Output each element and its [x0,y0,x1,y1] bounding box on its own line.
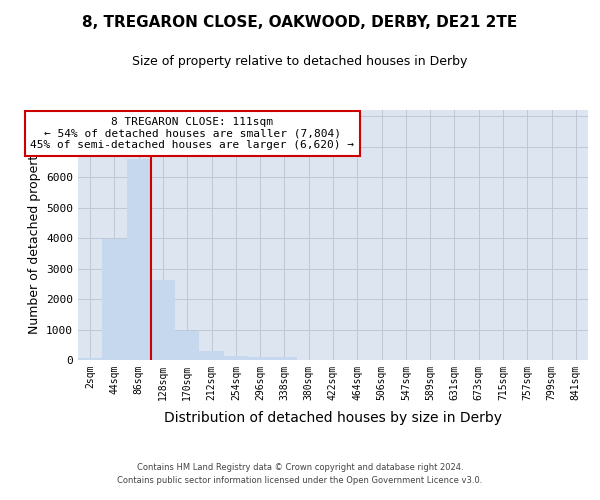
Text: 8 TREGARON CLOSE: 111sqm
← 54% of detached houses are smaller (7,804)
45% of sem: 8 TREGARON CLOSE: 111sqm ← 54% of detach… [30,117,354,150]
Bar [127,160,151,360]
Bar [102,238,127,360]
Bar [175,330,199,360]
Y-axis label: Number of detached properties: Number of detached properties [28,136,41,334]
Text: Size of property relative to detached houses in Derby: Size of property relative to detached ho… [133,55,467,68]
Bar [151,280,175,360]
Bar [272,358,296,360]
Bar [199,350,224,360]
X-axis label: Distribution of detached houses by size in Derby: Distribution of detached houses by size … [164,411,502,425]
Bar [248,356,272,360]
Bar [224,356,248,360]
Text: Contains HM Land Registry data © Crown copyright and database right 2024.
Contai: Contains HM Land Registry data © Crown c… [118,464,482,485]
Bar [78,358,102,360]
Text: 8, TREGARON CLOSE, OAKWOOD, DERBY, DE21 2TE: 8, TREGARON CLOSE, OAKWOOD, DERBY, DE21 … [82,15,518,30]
